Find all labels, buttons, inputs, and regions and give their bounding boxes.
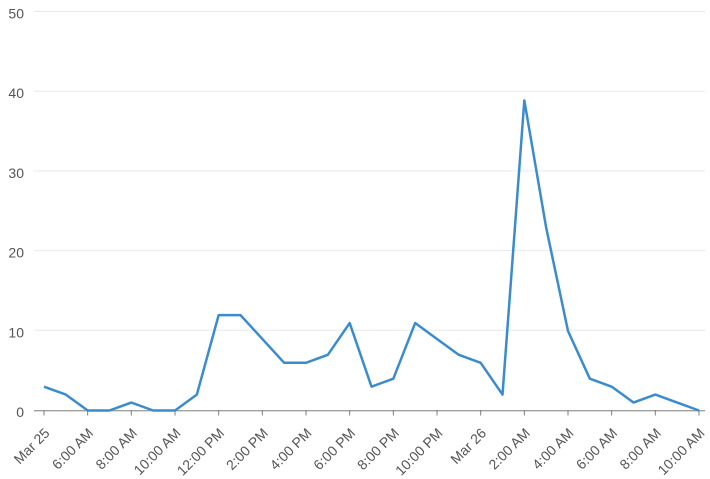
svg-text:10: 10 xyxy=(8,324,24,340)
svg-text:50: 50 xyxy=(8,6,24,22)
svg-text:30: 30 xyxy=(8,165,24,181)
svg-text:0: 0 xyxy=(16,404,24,420)
svg-text:20: 20 xyxy=(8,245,24,261)
svg-text:40: 40 xyxy=(8,85,24,101)
